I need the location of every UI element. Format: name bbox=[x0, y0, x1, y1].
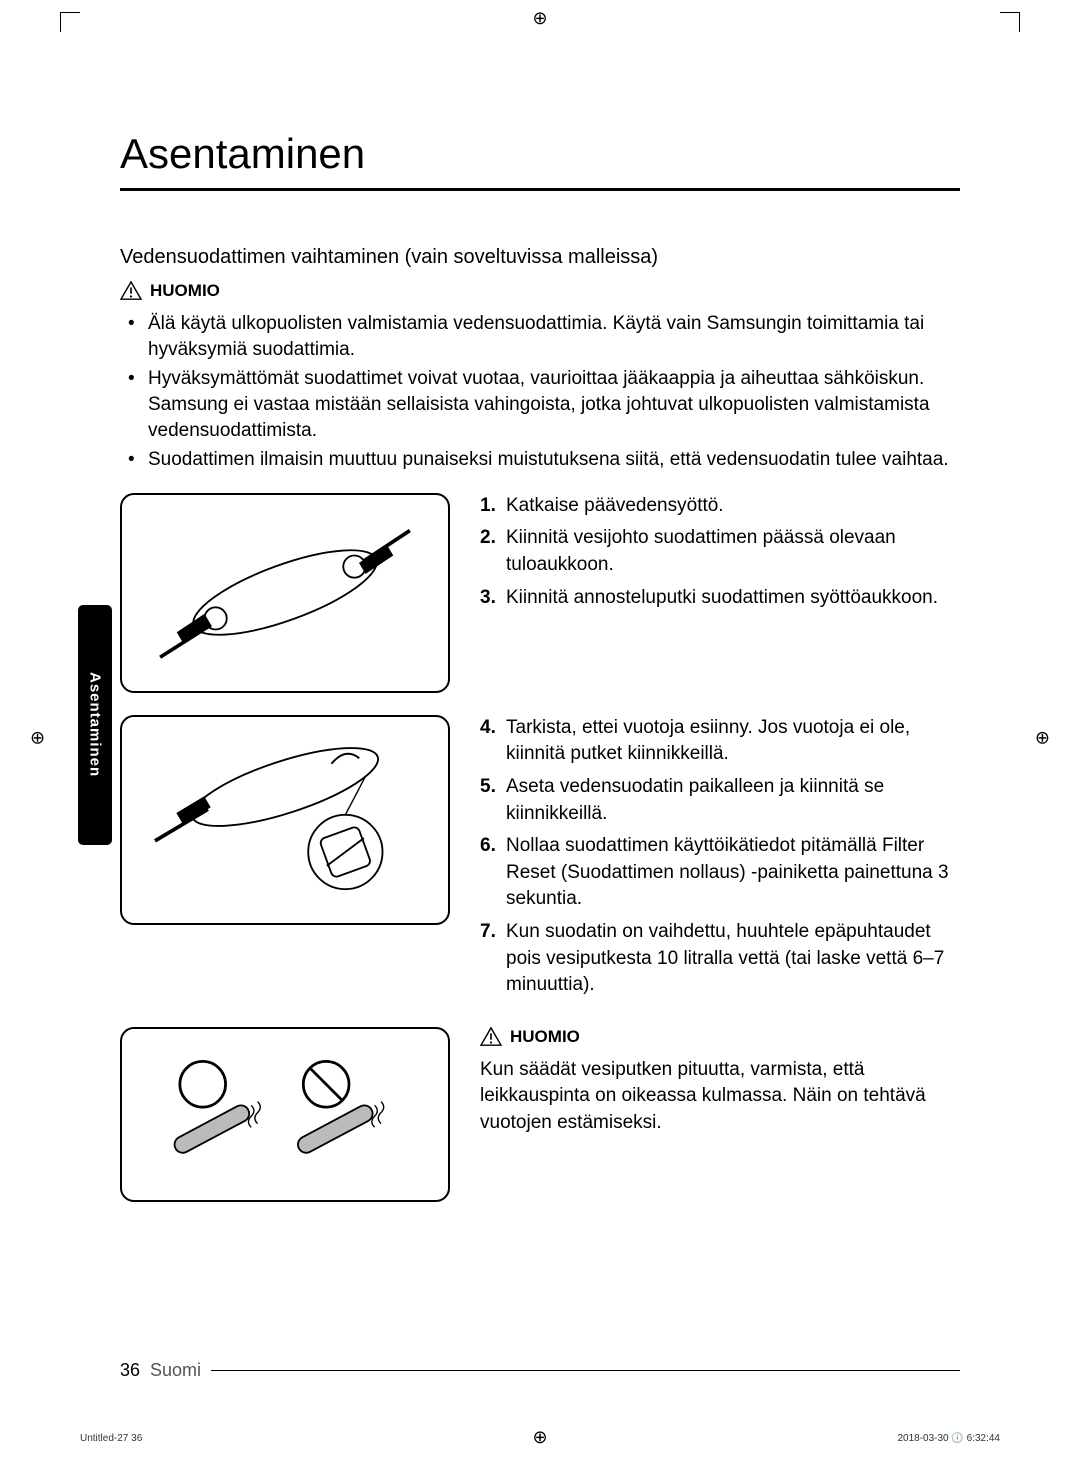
step-item: Kiinnitä annosteluputki suodattimen syöt… bbox=[480, 585, 960, 612]
step-item: Tarkista, ettei vuotoja esiinny. Jos vuo… bbox=[480, 715, 960, 768]
step-item: Katkaise päävedensyöttö. bbox=[480, 493, 960, 520]
step-item: Nollaa suodattimen käyttöikätiedot pitäm… bbox=[480, 833, 960, 913]
caution-label: HUOMIO bbox=[150, 281, 220, 301]
filter-install-figure-1 bbox=[120, 493, 450, 693]
footer-rule bbox=[211, 1370, 960, 1371]
bullet-item: Älä käytä ulkopuolisten valmistamia vede… bbox=[148, 311, 960, 362]
caution-heading: HUOMIO bbox=[480, 1027, 960, 1047]
registration-mark-bottom: ⊕ bbox=[532, 1427, 547, 1448]
caution-column: HUOMIO Kun säädät vesiputken pituutta, v… bbox=[480, 1027, 960, 1202]
imprint-left: Untitled-27 36 bbox=[80, 1433, 142, 1444]
language-label: Suomi bbox=[150, 1360, 201, 1381]
step-item: Aseta vedensuodatin paikalleen ja kiinni… bbox=[480, 774, 960, 827]
page-title: Asentaminen bbox=[120, 130, 960, 178]
cut-angle-figure bbox=[120, 1027, 450, 1202]
step-item: Kun suodatin on vaihdettu, huuhtele epäp… bbox=[480, 919, 960, 999]
page-content: Asentaminen Vedensuodattimen vaihtaminen… bbox=[0, 0, 1080, 1284]
step-list-1: Katkaise päävedensyöttö. Kiinnitä vesijo… bbox=[480, 493, 960, 611]
bullet-item: Hyväksymättömät suodattimet voivat vuota… bbox=[148, 366, 960, 443]
figure-step-row: Tarkista, ettei vuotoja esiinny. Jos vuo… bbox=[120, 715, 960, 1005]
caution-bullet-list: Älä käytä ulkopuolisten valmistamia vede… bbox=[120, 311, 960, 473]
bullet-item: Suodattimen ilmaisin muuttuu punaiseksi … bbox=[148, 447, 960, 473]
page-number: 36 bbox=[120, 1360, 140, 1381]
title-rule bbox=[120, 188, 960, 191]
imprint-right: 2018-03-30 🕕 6:32:44 bbox=[897, 1433, 1000, 1444]
section-subtitle: Vedensuodattimen vaihtaminen (vain sovel… bbox=[120, 246, 960, 269]
caution-label: HUOMIO bbox=[510, 1027, 580, 1047]
page-footer: 36 Suomi bbox=[120, 1360, 960, 1381]
warning-icon bbox=[120, 281, 142, 301]
filter-install-figure-2 bbox=[120, 715, 450, 925]
figure-caution-row: HUOMIO Kun säädät vesiputken pituutta, v… bbox=[120, 1027, 960, 1202]
steps-column: Tarkista, ettei vuotoja esiinny. Jos vuo… bbox=[480, 715, 960, 1005]
caution-heading: HUOMIO bbox=[120, 281, 960, 301]
figure-step-row: Katkaise päävedensyöttö. Kiinnitä vesijo… bbox=[120, 493, 960, 693]
step-list-2: Tarkista, ettei vuotoja esiinny. Jos vuo… bbox=[480, 715, 960, 999]
warning-icon bbox=[480, 1027, 502, 1047]
steps-column: Katkaise päävedensyöttö. Kiinnitä vesijo… bbox=[480, 493, 960, 693]
step-item: Kiinnitä vesijohto suodattimen päässä ol… bbox=[480, 525, 960, 578]
caution-body-text: Kun säädät vesiputken pituutta, varmista… bbox=[480, 1057, 960, 1137]
